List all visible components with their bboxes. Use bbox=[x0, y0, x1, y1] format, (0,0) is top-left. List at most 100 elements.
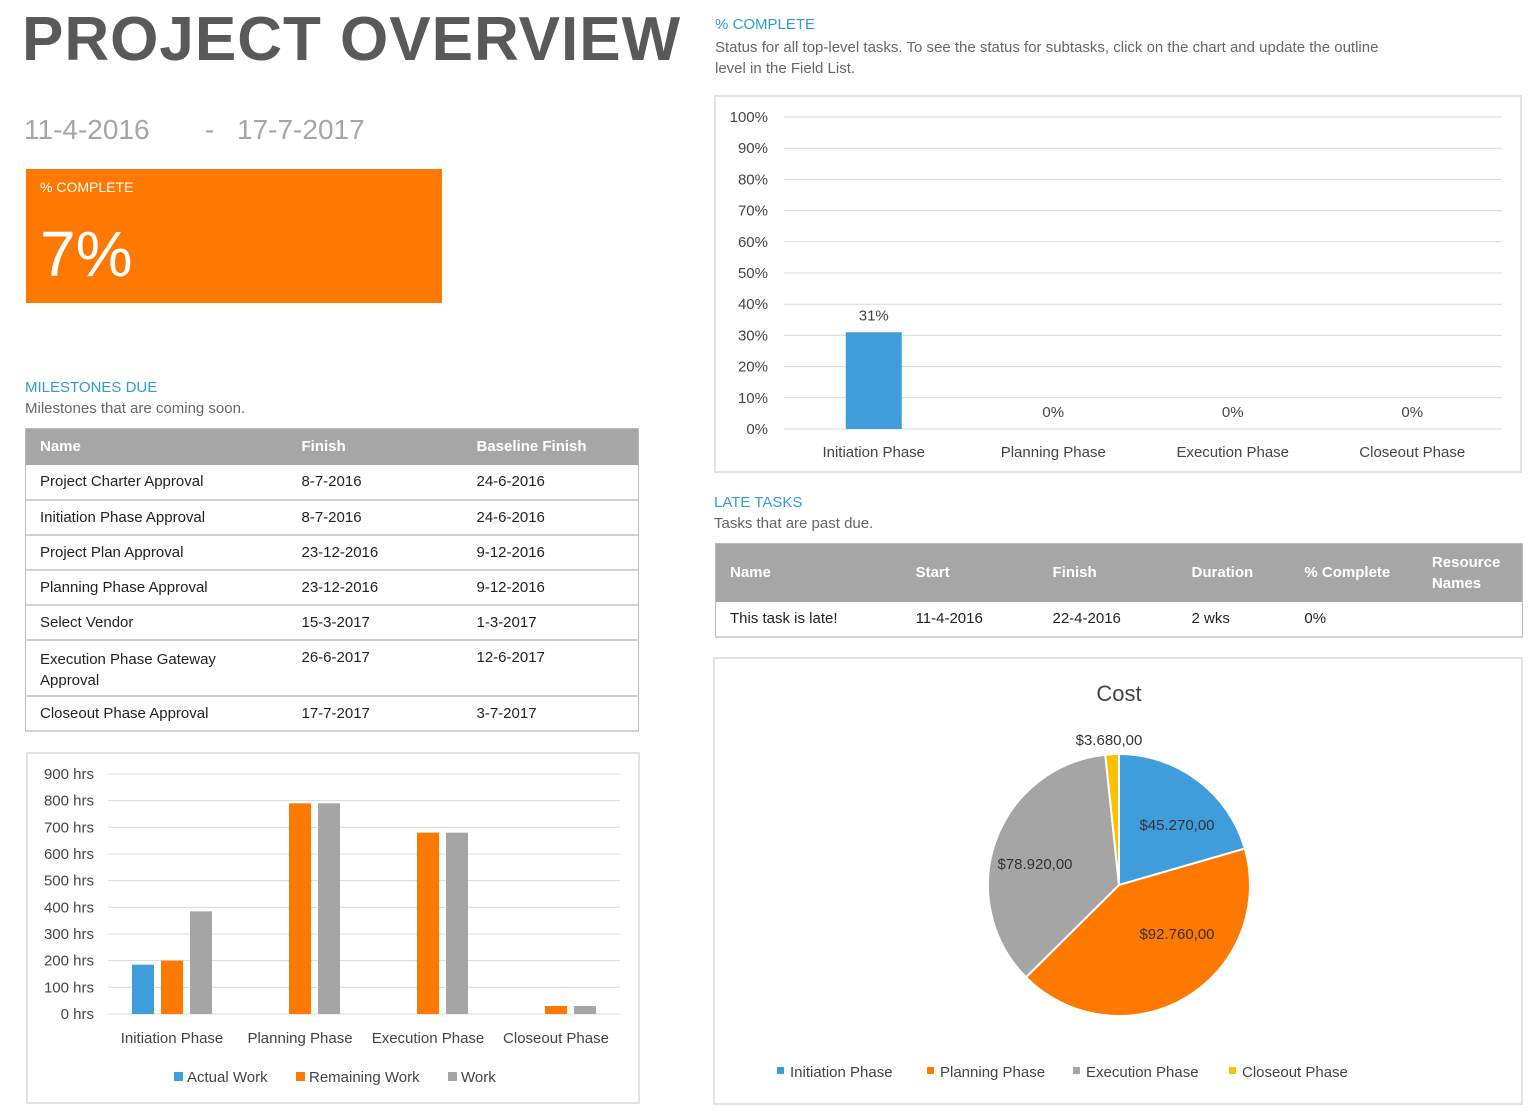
table-row[interactable]: Select Vendor 15-3-2017 1-3-2017 bbox=[25, 604, 639, 641]
y-tick-label: 10% bbox=[738, 390, 768, 407]
pie-slice bbox=[1104, 752, 1120, 886]
table-cell: Planning Phase Approval bbox=[25, 569, 288, 606]
data-label: $78.920,00 bbox=[997, 856, 1072, 873]
pie-slice bbox=[1118, 752, 1247, 887]
late-tasks-subtitle: Tasks that are past due. bbox=[714, 515, 874, 532]
table-row[interactable]: Project Plan Approval 23-12-2016 9-12-2016 bbox=[25, 534, 639, 571]
percent-complete-chart-svg: 0% 10% 20% 30% 40% 50% 60% 70% 80% 90% 100% 31% Init… bbox=[730, 109, 1502, 461]
work-chart[interactable]: 0 hrs 100 hrs 200 hrs 300 hrs 400 hrs 500 hrs… bbox=[26, 752, 640, 1104]
pie-slice bbox=[987, 753, 1121, 979]
table-cell: 15-3-2017 bbox=[287, 604, 463, 641]
data-label: 0% bbox=[1401, 404, 1423, 421]
table-row[interactable]: This task is late! 11-4-2016 22-4-2016 2 wk… bbox=[715, 601, 1523, 638]
x-tick-label: Closeout Phase bbox=[1359, 444, 1465, 461]
late-tasks-table: Name Start Finish Duration % Complete Re… bbox=[715, 543, 1523, 638]
table-cell: 12-6-2017 bbox=[462, 639, 639, 697]
legend-swatch bbox=[1073, 1067, 1080, 1074]
y-tick-label: 200 hrs bbox=[44, 953, 94, 970]
y-tick-label: 100 hrs bbox=[44, 979, 94, 996]
table-cell: 9-12-2016 bbox=[462, 534, 639, 571]
y-tick-label: 300 hrs bbox=[44, 926, 94, 943]
table-row[interactable]: Planning Phase Approval 23-12-2016 9-12-20… bbox=[25, 569, 639, 606]
y-tick-label: 900 hrs bbox=[44, 766, 94, 783]
milestones-title: MILESTONES DUE bbox=[25, 379, 158, 396]
table-cell: 23-12-2016 bbox=[287, 534, 463, 571]
legend-item: Closeout Phase bbox=[1242, 1064, 1348, 1081]
table-cell: 17-7-2017 bbox=[287, 695, 463, 732]
date-separator: - bbox=[205, 114, 215, 145]
start-date: 11-4-2016 bbox=[24, 114, 150, 145]
milestones-table: Name Finish Baseline Finish Project Charte… bbox=[25, 428, 639, 732]
x-tick-label: Execution Phase bbox=[372, 1030, 485, 1047]
kpi-value: 7% bbox=[40, 218, 133, 290]
data-label: $3.680,00 bbox=[1076, 732, 1143, 749]
x-tick-label: Planning Phase bbox=[1001, 444, 1106, 461]
y-tick-label: 20% bbox=[738, 359, 768, 376]
col-finish: Finish bbox=[287, 428, 463, 465]
cost-chart-svg: Cost $45.270,00 $92.760,00 $78.920,00 $3.680… bbox=[777, 681, 1348, 1081]
table-cell: This task is late! bbox=[715, 601, 902, 638]
bar-remaining-work bbox=[545, 1006, 567, 1014]
x-tick-label: Initiation Phase bbox=[822, 444, 925, 461]
complete-subtitle: Status for all top-level tasks. To see t… bbox=[715, 39, 1379, 77]
y-tick-label: 100% bbox=[730, 109, 768, 126]
table-row[interactable]: Project Charter Approval 8-7-2016 24-6-201… bbox=[25, 464, 639, 501]
legend-item: Actual Work bbox=[187, 1069, 268, 1086]
y-tick-label: 70% bbox=[738, 203, 768, 220]
kpi-label: % COMPLETE bbox=[40, 179, 134, 195]
data-label: $92.760,00 bbox=[1139, 926, 1214, 943]
bar bbox=[845, 332, 902, 429]
table-cell: 24-6-2016 bbox=[462, 464, 639, 501]
bar-work bbox=[446, 832, 468, 1014]
bar-work bbox=[318, 803, 340, 1014]
table-row[interactable]: Initiation Phase Approval 8-7-2016 24-6-20… bbox=[25, 499, 639, 536]
table-row[interactable]: Closeout Phase Approval 17-7-2017 3-7-2017 bbox=[25, 695, 639, 732]
y-tick-label: 600 hrs bbox=[44, 846, 94, 863]
table-cell: Project Charter Approval bbox=[25, 464, 288, 501]
data-label: 31% bbox=[859, 307, 889, 324]
y-tick-label: 60% bbox=[738, 234, 768, 251]
percent-complete-card: % COMPLETE 7% bbox=[26, 169, 442, 303]
page-title: PROJECT OVERVIEW bbox=[22, 5, 682, 74]
legend-swatch bbox=[448, 1072, 457, 1081]
table-cell: Closeout Phase Approval bbox=[25, 695, 288, 732]
milestones-subtitle: Milestones that are coming soon. bbox=[25, 400, 246, 417]
y-tick-label: 50% bbox=[738, 265, 768, 282]
bar-work bbox=[574, 1006, 596, 1014]
col-finish: Finish bbox=[1038, 543, 1178, 602]
col-name: Name bbox=[25, 428, 288, 465]
table-cell bbox=[1417, 601, 1523, 638]
col-start: Start bbox=[901, 543, 1039, 602]
table-cell: 3-7-2017 bbox=[462, 695, 639, 732]
table-cell: 2 wks bbox=[1177, 601, 1291, 638]
table-row[interactable]: Execution Phase Gateway Approval 26-6-201… bbox=[25, 639, 639, 697]
y-tick-label: 0% bbox=[746, 421, 768, 438]
legend-item: Planning Phase bbox=[940, 1064, 1045, 1081]
data-label: 0% bbox=[1042, 404, 1064, 421]
table-cell: 23-12-2016 bbox=[287, 569, 463, 606]
col-resource-names: Resource Names bbox=[1417, 543, 1523, 602]
data-label: $45.270,00 bbox=[1139, 817, 1214, 834]
data-label: 0% bbox=[1222, 404, 1244, 421]
late-tasks-title: LATE TASKS bbox=[714, 494, 803, 511]
table-cell: 1-3-2017 bbox=[462, 604, 639, 641]
table-cell: 0% bbox=[1290, 601, 1418, 638]
y-tick-label: 400 hrs bbox=[44, 899, 94, 916]
work-chart-svg: 0 hrs 100 hrs 200 hrs 300 hrs 400 hrs 500 hrs… bbox=[44, 766, 620, 1086]
y-tick-label: 0 hrs bbox=[61, 1006, 94, 1023]
y-tick-label: 700 hrs bbox=[44, 819, 94, 836]
legend-swatch bbox=[927, 1067, 934, 1074]
table-cell: Execution Phase Gateway Approval bbox=[25, 639, 288, 697]
percent-complete-chart[interactable]: 0% 10% 20% 30% 40% 50% 60% 70% 80% 90% 100% 31% Init… bbox=[714, 95, 1522, 473]
cost-chart[interactable]: Cost $45.270,00 $92.760,00 $78.920,00 $3.680… bbox=[713, 657, 1523, 1105]
table-cell: 11-4-2016 bbox=[901, 601, 1039, 638]
bar-work bbox=[190, 911, 212, 1014]
y-tick-label: 800 hrs bbox=[44, 793, 94, 810]
table-cell: Initiation Phase Approval bbox=[25, 499, 288, 536]
table-cell: 9-12-2016 bbox=[462, 569, 639, 606]
y-tick-label: 80% bbox=[738, 171, 768, 188]
y-tick-label: 90% bbox=[738, 140, 768, 157]
legend-swatch bbox=[174, 1072, 183, 1081]
col-baseline-finish: Baseline Finish bbox=[462, 428, 639, 465]
x-tick-label: Planning Phase bbox=[247, 1030, 352, 1047]
